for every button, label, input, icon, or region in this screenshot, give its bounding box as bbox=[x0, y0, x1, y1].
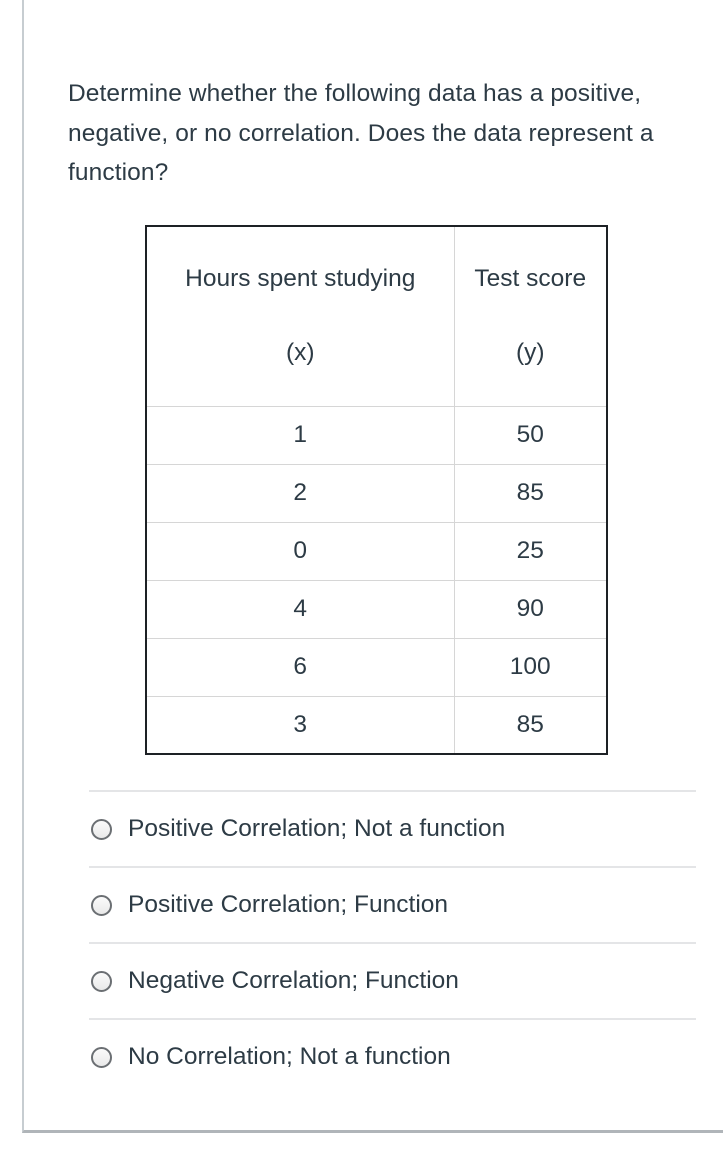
cell-y: 25 bbox=[453, 521, 608, 581]
answer-option-label: No Correlation; Not a function bbox=[128, 1043, 451, 1071]
answer-options-list: Positive Correlation; Not a function Pos… bbox=[68, 790, 696, 1094]
table-row: 6 100 bbox=[145, 637, 608, 697]
column-header-y: Test score (y) bbox=[453, 225, 608, 407]
cell-x: 4 bbox=[145, 579, 455, 639]
answer-option-2[interactable]: Positive Correlation; Function bbox=[89, 866, 696, 942]
cell-x: 6 bbox=[145, 637, 455, 697]
column-header-x: Hours spent studying (x) bbox=[145, 225, 455, 407]
answer-option-4[interactable]: No Correlation; Not a function bbox=[89, 1018, 696, 1094]
radio-button-icon[interactable] bbox=[91, 894, 112, 916]
cell-y: 85 bbox=[453, 695, 608, 755]
cell-x: 3 bbox=[145, 695, 455, 755]
radio-button-icon[interactable] bbox=[91, 970, 112, 992]
cell-y: 90 bbox=[453, 579, 608, 639]
question-prompt: Determine whether the following data has… bbox=[68, 80, 654, 187]
answer-option-label: Positive Correlation; Not a function bbox=[128, 815, 506, 843]
cell-x: 2 bbox=[145, 463, 455, 523]
column-header-x-variable: (x) bbox=[285, 339, 315, 367]
column-header-x-label: Hours spent studying bbox=[185, 264, 416, 292]
answer-option-label: Positive Correlation; Function bbox=[128, 891, 449, 919]
radio-button-icon[interactable] bbox=[91, 818, 112, 840]
answer-option-3[interactable]: Negative Correlation; Function bbox=[89, 942, 696, 1018]
question-container: Determine whether the following data has… bbox=[22, 0, 723, 1133]
question-body: Determine whether the following data has… bbox=[24, 0, 723, 1094]
cell-y: 85 bbox=[453, 463, 608, 523]
column-header-y-variable: (y) bbox=[515, 339, 545, 367]
table-body: 1 50 2 85 0 25 4 90 bbox=[145, 405, 608, 755]
cell-y: 100 bbox=[453, 637, 608, 697]
cell-y: 50 bbox=[453, 405, 608, 465]
answer-option-1[interactable]: Positive Correlation; Not a function bbox=[89, 790, 696, 866]
table-row: 3 85 bbox=[145, 695, 608, 755]
column-header-y-label: Test score bbox=[474, 264, 587, 292]
table-head: Hours spent studying (x) Test score (y) bbox=[145, 225, 608, 407]
table-row: 2 85 bbox=[145, 463, 608, 523]
radio-button-icon[interactable] bbox=[91, 1046, 112, 1068]
table-row: 1 50 bbox=[145, 405, 608, 465]
table-row: 0 25 bbox=[145, 521, 608, 581]
data-table-wrapper: Hours spent studying (x) Test score (y) … bbox=[68, 225, 723, 756]
answer-option-label: Negative Correlation; Function bbox=[128, 967, 459, 995]
table-row: 4 90 bbox=[145, 579, 608, 639]
table-header-row: Hours spent studying (x) Test score (y) bbox=[145, 225, 608, 407]
data-table: Hours spent studying (x) Test score (y) … bbox=[145, 225, 608, 756]
cell-x: 0 bbox=[145, 521, 455, 581]
cell-x: 1 bbox=[145, 405, 455, 465]
